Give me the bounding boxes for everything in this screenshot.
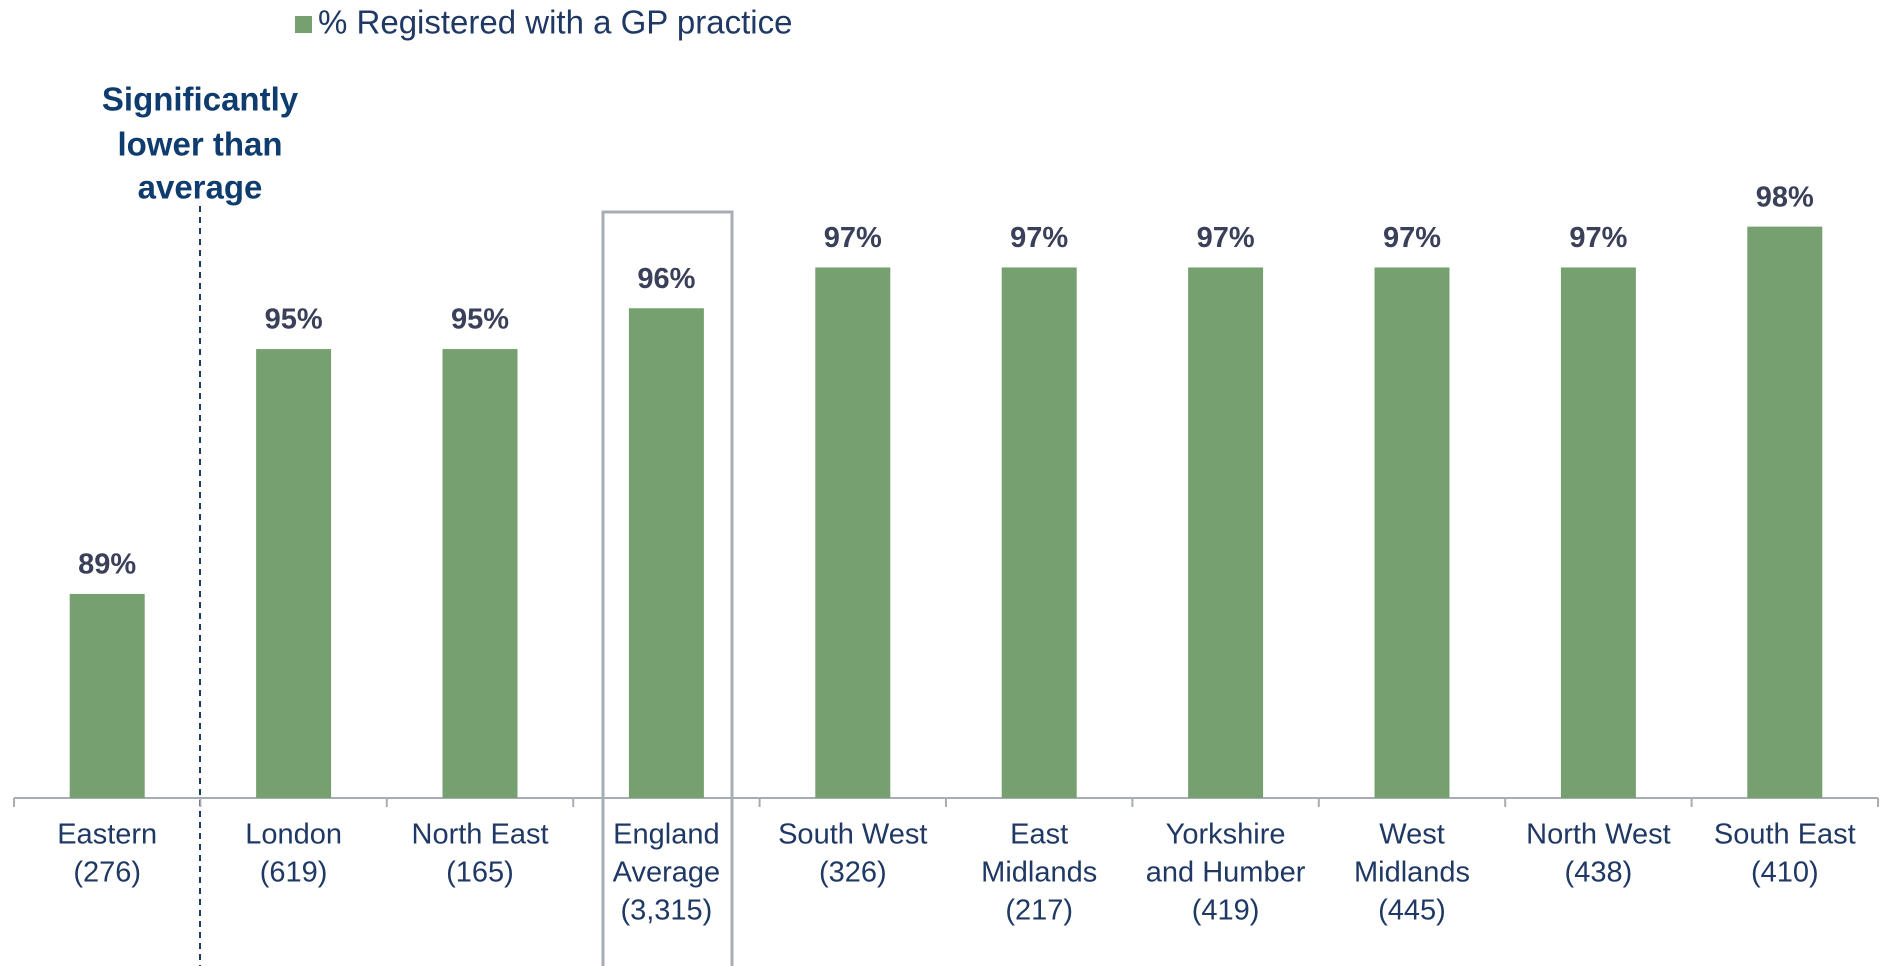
value-label: 96% <box>637 263 695 295</box>
x-tick-label: Average <box>613 857 721 889</box>
x-tick-label: (619) <box>260 857 328 889</box>
annotation: Significantly <box>102 81 299 118</box>
value-label: 97% <box>1197 222 1255 254</box>
value-label: 97% <box>824 222 882 254</box>
x-tick-label: (165) <box>446 857 514 889</box>
legend-swatch <box>295 16 312 33</box>
x-tick-label: South East <box>1714 819 1856 851</box>
value-label: 95% <box>265 304 323 336</box>
bar <box>69 593 145 798</box>
x-tick-label: Midlands <box>981 857 1097 889</box>
x-tick-label: (326) <box>819 857 887 889</box>
annotation: average <box>138 169 263 206</box>
x-tick-label: England <box>613 819 719 851</box>
x-tick-label: Eastern <box>57 819 157 851</box>
x-tick-label: (419) <box>1192 895 1260 927</box>
x-tick-label: and Humber <box>1146 857 1306 889</box>
x-tick-label: South West <box>778 819 927 851</box>
annotation: lower than <box>117 126 282 163</box>
x-tick-label: East <box>1010 819 1068 851</box>
bar <box>1188 267 1264 798</box>
x-tick-label: North East <box>412 819 549 851</box>
x-tick-label: Midlands <box>1354 857 1470 889</box>
x-tick-label: (445) <box>1378 895 1446 927</box>
value-label: 89% <box>78 549 136 581</box>
bar <box>1374 267 1450 798</box>
value-label: 97% <box>1383 222 1441 254</box>
x-tick-label: London <box>245 819 342 851</box>
x-tick-label: (410) <box>1751 857 1819 889</box>
bar <box>1001 267 1077 798</box>
bar <box>442 349 518 798</box>
bar <box>628 308 704 798</box>
x-tick-label: West <box>1379 819 1445 851</box>
legend-label: % Registered with a GP practice <box>318 4 792 41</box>
value-label: 95% <box>451 304 509 336</box>
value-label: 97% <box>1010 222 1068 254</box>
x-tick-label: (3,315) <box>620 895 712 927</box>
value-label: 97% <box>1569 222 1627 254</box>
bar <box>1747 226 1823 798</box>
x-tick-label: (438) <box>1565 857 1633 889</box>
highlight-box <box>601 210 734 966</box>
x-tick-label: Yorkshire <box>1166 819 1286 851</box>
bar <box>815 267 891 798</box>
x-tick-label: North West <box>1526 819 1671 851</box>
bar <box>1560 267 1636 798</box>
x-tick-label: (276) <box>73 857 141 889</box>
value-label: 98% <box>1756 181 1814 213</box>
bar <box>256 349 332 798</box>
x-tick-label: (217) <box>1005 895 1073 927</box>
